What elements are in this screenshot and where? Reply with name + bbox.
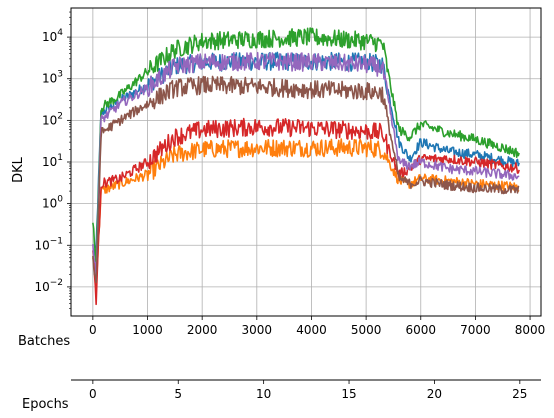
x-tick-label: 1000 <box>132 323 163 337</box>
epoch-tick-label: 0 <box>89 387 97 401</box>
epochs-axis: 0 5 10 15 20 25 <box>71 379 541 401</box>
y-axis-ticks: 10−2 10−1 100 101 102 103 104 <box>34 11 71 309</box>
y-tick-label: 100 <box>42 195 63 211</box>
x-tick-label: 3000 <box>242 323 273 337</box>
y-tick-label: 102 <box>42 111 63 127</box>
grid-lines <box>71 8 541 316</box>
y-tick-label: 103 <box>42 70 63 86</box>
y-tick-label: 10−1 <box>34 236 63 252</box>
x-tick-label: 2000 <box>187 323 218 337</box>
epoch-tick-label: 20 <box>427 387 442 401</box>
epoch-tick-label: 15 <box>341 387 356 401</box>
epoch-tick-label: 25 <box>512 387 527 401</box>
y-tick-label: 104 <box>42 28 63 44</box>
epoch-tick-label: 10 <box>256 387 271 401</box>
series-layer <box>92 27 520 306</box>
x-tick-label: 6000 <box>405 323 436 337</box>
x-tick-label: 5000 <box>351 323 382 337</box>
x-tick-label: 8000 <box>515 323 546 337</box>
series-line <box>92 51 520 277</box>
series-line <box>92 138 520 293</box>
x-tick-label: 0 <box>89 323 97 337</box>
series-line <box>92 75 520 284</box>
x-tick-label: 7000 <box>460 323 491 337</box>
batches-axis-ticks: 0 1000 2000 3000 4000 5000 6000 7000 8000 <box>89 316 545 337</box>
series-line <box>92 117 520 306</box>
series-line <box>92 27 520 273</box>
batches-axis-label: Batches <box>18 334 70 349</box>
y-tick-label: 10−2 <box>34 278 63 294</box>
epochs-axis-label: Epochs <box>22 397 69 412</box>
y-axis-label: DKL <box>11 156 26 183</box>
y-tick-label: 101 <box>42 153 63 169</box>
x-tick-label: 4000 <box>296 323 327 337</box>
epoch-tick-label: 5 <box>174 387 182 401</box>
